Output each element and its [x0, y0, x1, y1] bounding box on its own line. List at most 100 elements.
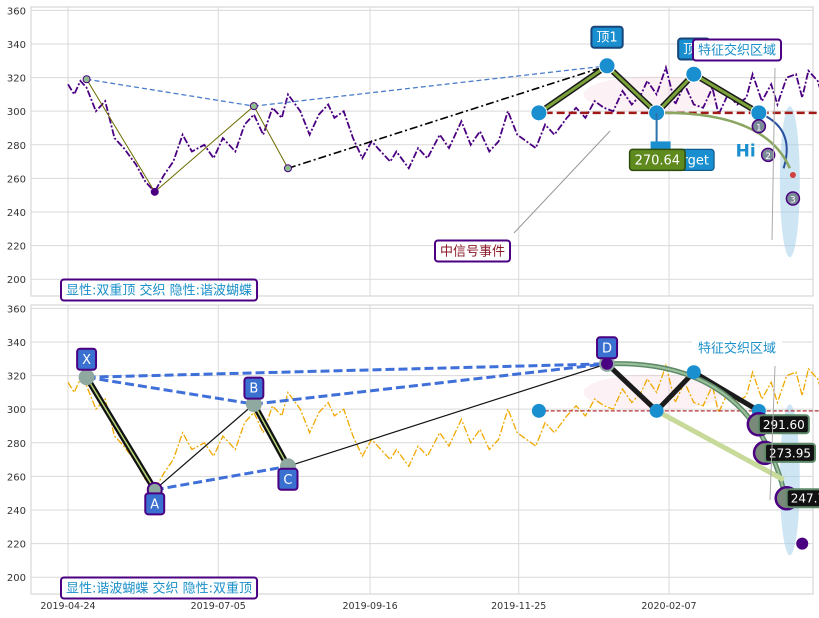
top-panel: 200220240260280300320340360顶1顶2arget270.…: [7, 6, 819, 302]
y-tick-label: 200: [7, 275, 26, 286]
harmonic-leg-thin: [154, 403, 255, 491]
hint-text: Hi: [736, 142, 756, 162]
legend-label: 显性:双重顶 交织 隐性:谐波蝴蝶: [66, 283, 252, 299]
zone-label: 特征交织区域: [698, 43, 776, 59]
zone-label-box: [692, 336, 783, 360]
double-top-line: [654, 370, 696, 413]
double-top-point: [750, 104, 768, 122]
harmonic-leg-inner: [253, 403, 289, 467]
event-label-group: 中信号事件: [434, 239, 512, 263]
y-tick-label: 260: [7, 472, 26, 483]
harmonic-label-group: B: [243, 376, 265, 400]
price-series-line: [67, 363, 819, 491]
projection-curve: [656, 111, 791, 169]
y-tick-label: 200: [7, 573, 26, 584]
harmonic-dashed-line: [154, 464, 289, 492]
event-label-box: [434, 239, 512, 263]
target-value-group: 270.64: [628, 148, 686, 172]
harmonic-label-group: C: [277, 467, 299, 491]
double-top-line-inner: [538, 64, 608, 115]
harmonic-label: C: [283, 473, 292, 488]
y-tick-label: 320: [7, 74, 26, 85]
zone-label-group: 特征交织区域: [692, 38, 783, 62]
legend-label-group: 显性:谐波蝴蝶 交织 隐性:双重顶: [60, 576, 259, 600]
y-tick-label: 320: [7, 372, 26, 383]
double-top-point: [685, 65, 703, 83]
numbered-point-label: 2: [765, 152, 771, 162]
double-top-line: [692, 370, 761, 414]
x-axis: 2019-04-24 2019-07-05 2019-09-16 2019-11-25…: [40, 601, 696, 612]
harmonic-label: B: [249, 382, 258, 397]
x-tick-label: 2019-04-24: [40, 601, 95, 612]
target-marker: [650, 141, 671, 150]
harmonic-dashed-line: [253, 362, 608, 406]
y-tick-label: 240: [7, 506, 26, 517]
x-tick-label: 2019-11-25: [491, 601, 546, 612]
target-value-label-group: 291.60: [757, 414, 810, 435]
double-top-line: [605, 361, 659, 413]
price-series-line: [67, 64, 819, 194]
y-tick-label: 240: [7, 208, 26, 219]
harmonic-label-box: [596, 336, 619, 360]
top-label-box: [590, 25, 624, 49]
harmonic-label-group: X: [76, 347, 98, 371]
bottom-panel: 200 220 240 260 280 300 320 340 360 X A B C D 291.60 27…: [7, 304, 819, 600]
zone-label: 特征交织区域: [698, 341, 776, 357]
feature-zone-ellipse: [779, 106, 800, 258]
zone-arrow: [771, 67, 776, 241]
y-tick-label: 300: [7, 107, 26, 118]
zone-arrow: [769, 365, 776, 501]
harmonic-label-box: [243, 376, 265, 400]
pivot-point-low: [151, 188, 159, 196]
target-value-label-group: 247.72: [785, 488, 819, 509]
y-tick-label: 300: [7, 405, 26, 416]
event-arrow: [513, 130, 611, 234]
pattern-line: [287, 65, 608, 170]
harmonic-label: D: [602, 341, 612, 356]
numbered-point-label: 1: [756, 123, 762, 133]
target-value-box: [628, 148, 686, 172]
x-tick-label: 2019-07-05: [191, 601, 246, 612]
double-top-point: [686, 365, 701, 380]
numbered-point: [760, 147, 776, 163]
double-top-line-inner: [693, 72, 760, 115]
event-label: 中信号事件: [440, 245, 505, 260]
top-zone-shade: [583, 76, 724, 113]
legend-label: 显性:谐波蝴蝶 交织 隐性:双重顶: [66, 581, 252, 597]
pivot-point: [82, 75, 91, 84]
y-tick-label: 220: [7, 242, 26, 253]
target-value: 270.64: [635, 153, 681, 168]
legend-label-box: [60, 278, 259, 302]
double-top-point: [530, 104, 548, 122]
double-top-point: [649, 403, 664, 418]
harmonic-point: [78, 369, 95, 386]
zone-label-group: 特征交织区域: [692, 336, 783, 360]
y-tick-label: 280: [7, 439, 26, 450]
harmonic-label-group: A: [144, 492, 166, 516]
x-tick-label: 2019-09-16: [342, 601, 397, 612]
harmonic-dashed-line: [86, 375, 255, 406]
target-value-label-box: [764, 442, 817, 463]
end-point: [796, 537, 809, 550]
y-tick-label: 260: [7, 174, 26, 185]
feature-zone-ellipse: [779, 404, 800, 556]
top-label: 顶1: [596, 31, 617, 46]
top-label-group: 顶1: [590, 25, 624, 49]
target-value-label: 291.60: [763, 418, 805, 432]
target-value-label-box: [785, 488, 819, 509]
target-value-label-group: 273.95: [764, 442, 817, 463]
pattern-line: [253, 65, 608, 107]
double-top-point: [598, 57, 616, 75]
y-tick-label: 360: [7, 6, 26, 17]
legend-label-box: [60, 576, 259, 600]
y-tick-label: 220: [7, 540, 26, 551]
harmonic-leg-thin: [287, 363, 608, 467]
pivot-point: [249, 102, 258, 111]
projection-band: [655, 408, 785, 482]
numbered-point: [751, 119, 767, 134]
numbered-point-label: 3: [790, 196, 796, 206]
harmonic-label-box: [277, 467, 299, 491]
harmonic-leg-inner: [85, 376, 156, 491]
y-tick-label: 280: [7, 141, 26, 152]
double-top-line-inner: [606, 64, 658, 114]
